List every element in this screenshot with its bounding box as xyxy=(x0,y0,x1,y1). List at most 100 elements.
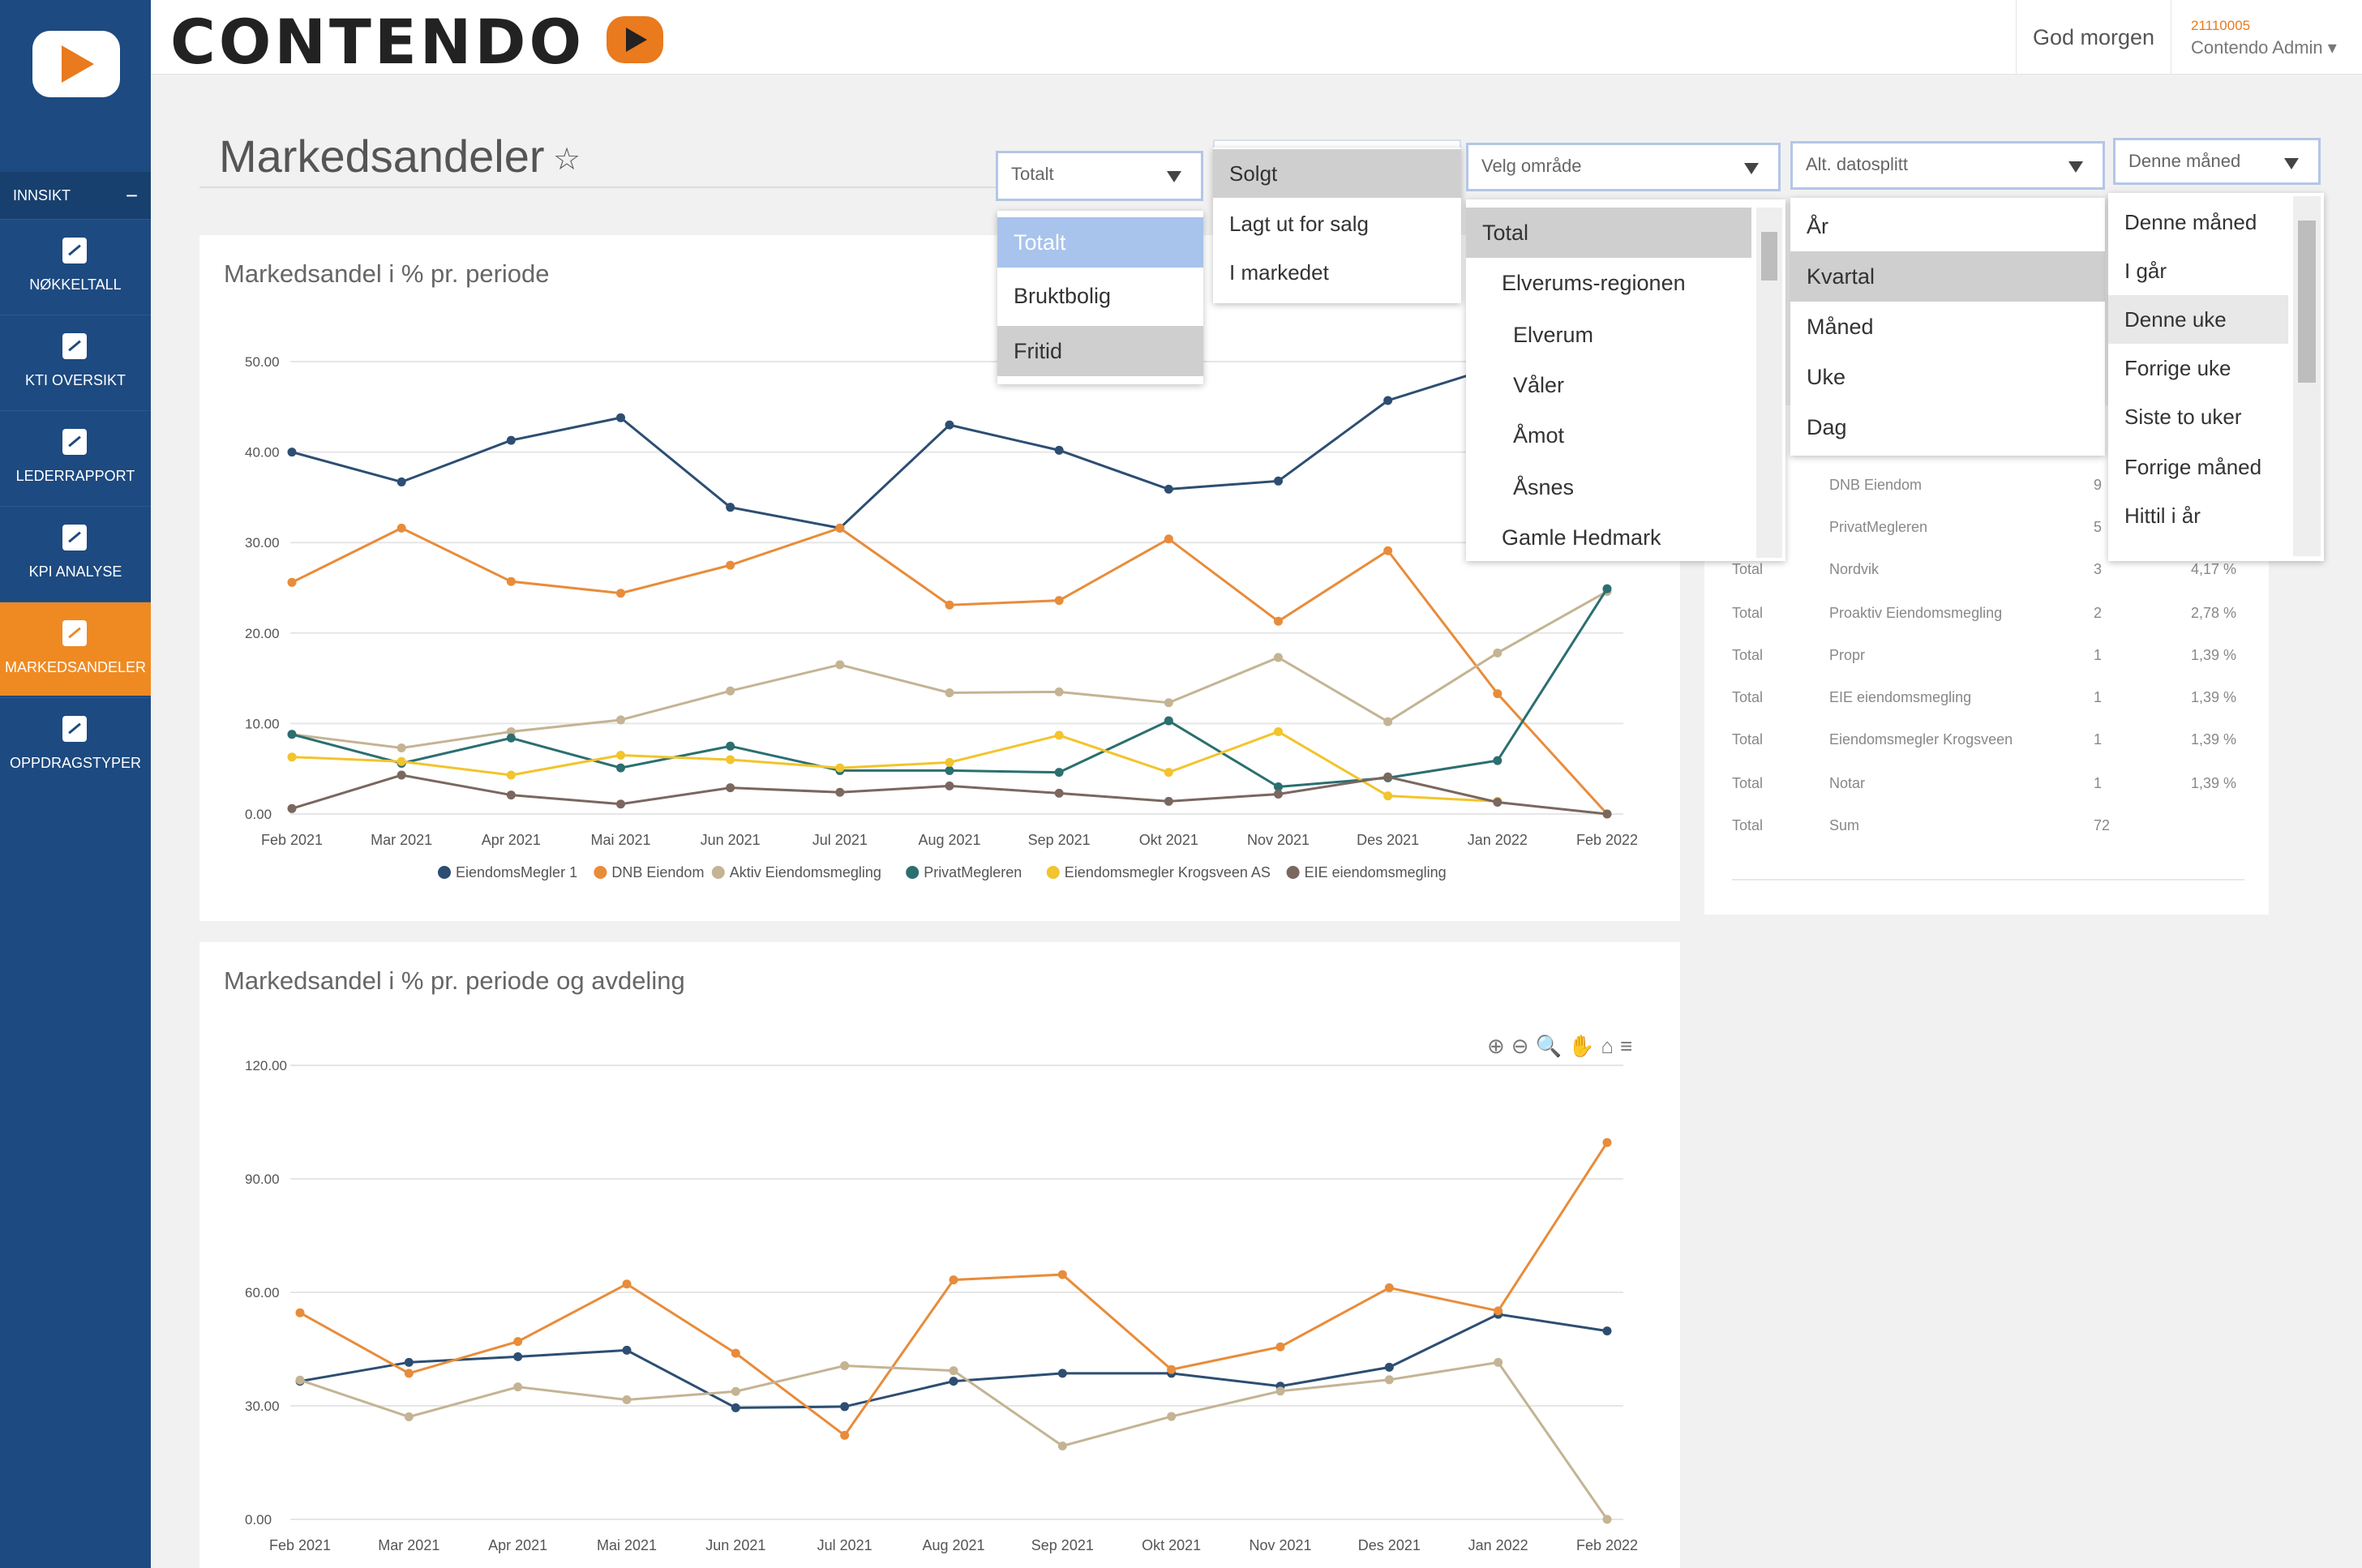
app-logo-icon[interactable] xyxy=(32,31,120,97)
data-point xyxy=(404,1357,414,1367)
chevron-down-icon xyxy=(2068,161,2083,173)
y-tick-label: 40.00 xyxy=(245,445,280,461)
favorite-star-icon[interactable]: ☆ xyxy=(553,143,581,177)
data-point xyxy=(1164,768,1173,778)
x-tick-label: Okt 2021 xyxy=(1139,832,1198,848)
status-option-lagt-ut[interactable]: Lagt ut for salg xyxy=(1229,212,1369,236)
period-option-i-gar[interactable]: I går xyxy=(2124,259,2167,283)
data-point xyxy=(1274,476,1283,486)
period-scrollbar[interactable] xyxy=(2293,196,2321,556)
sidebar-section-label: INNSIKT xyxy=(13,187,71,203)
type-option-bruktbolig[interactable]: Bruktbolig xyxy=(1014,284,1112,308)
area-option-elverum[interactable]: Elverum xyxy=(1513,323,1594,347)
table-cell-broker: DNB Eiendom xyxy=(1829,477,1923,493)
sidebar-item-markedsandeler[interactable]: MARKEDSANDELER xyxy=(0,602,151,696)
sidebar-item-nokkeltall[interactable]: NØKKELTALL xyxy=(0,219,151,313)
type-option-fritid[interactable]: Fritid xyxy=(997,326,1203,376)
data-point xyxy=(287,577,297,587)
data-point xyxy=(622,1395,632,1405)
data-point xyxy=(1384,1375,1394,1385)
x-tick-label: Nov 2021 xyxy=(1247,832,1310,848)
type-option-totalt[interactable]: Totalt xyxy=(997,217,1203,268)
y-tick-label: 60.00 xyxy=(245,1285,280,1300)
area-option-gamle-hedmark[interactable]: Gamle Hedmark xyxy=(1502,525,1661,550)
table-cell-share: 1,39 % xyxy=(2191,647,2237,663)
status-option-i-markedet[interactable]: I markedet xyxy=(1229,260,1329,285)
table-cell-count: 1 xyxy=(2094,731,2103,748)
data-point xyxy=(1274,653,1283,662)
split-option-ar[interactable]: År xyxy=(1807,214,1828,238)
data-point xyxy=(1383,791,1393,801)
area-option-amot[interactable]: Åmot xyxy=(1513,423,1565,448)
data-point xyxy=(287,730,297,739)
sidebar-section-insikt[interactable]: INNSIKT − xyxy=(0,172,151,219)
data-point xyxy=(1275,1342,1285,1352)
data-point xyxy=(1274,789,1283,799)
collapse-icon[interactable]: − xyxy=(125,183,138,208)
y-tick-label: 90.00 xyxy=(245,1172,280,1187)
period-option-forrige-uke[interactable]: Forrige uke xyxy=(2124,356,2231,380)
period-option-forrige-maned[interactable]: Forrige måned xyxy=(2124,455,2262,479)
data-point xyxy=(1493,756,1503,765)
area-scrollbar-thumb[interactable] xyxy=(1761,232,1777,281)
table-cell-broker: Eiendomsmegler Krogsveen xyxy=(1829,731,2013,748)
user-menu[interactable]: Contendo Admin ▾ xyxy=(2191,37,2337,58)
table-cell-count: 2 xyxy=(2094,605,2103,621)
status-option-solgt[interactable]: Solgt xyxy=(1213,149,1461,198)
period-option-hittil-i-ar[interactable]: Hittil i år xyxy=(2124,503,2201,528)
chevron-down-icon xyxy=(1167,171,1181,182)
series-line xyxy=(291,365,1498,529)
split-option-dag[interactable]: Dag xyxy=(1807,415,1847,439)
data-point xyxy=(397,477,406,486)
area-option-asnes[interactable]: Åsnes xyxy=(1513,475,1575,499)
x-tick-label: Feb 2022 xyxy=(1576,1537,1638,1553)
table-cell-broker: Notar xyxy=(1829,775,1866,791)
series-line xyxy=(299,1142,1609,1437)
datesplit-select[interactable]: Alt. datosplitt xyxy=(1790,141,2105,190)
sidebar-item-kti-oversikt[interactable]: KTI OVERSIKT xyxy=(0,315,151,409)
sidebar-item-kpi-analyse[interactable]: KPI ANALYSE xyxy=(0,506,151,600)
data-point xyxy=(513,1352,523,1361)
period-option-denne-maned[interactable]: Denne måned xyxy=(2124,210,2257,234)
period-scrollbar-thumb[interactable] xyxy=(2298,221,2316,383)
period-option-siste-to-uker[interactable]: Siste to uker xyxy=(2124,405,2242,429)
y-tick-label: 30.00 xyxy=(245,1399,280,1414)
period-select[interactable]: Denne måned xyxy=(2113,138,2321,185)
data-point xyxy=(731,1348,740,1358)
data-point xyxy=(835,787,845,797)
period-option-denne-uke[interactable]: Denne uke xyxy=(2108,295,2288,344)
area-option-elverums-regionen[interactable]: Elverums-regionen xyxy=(1502,271,1686,295)
x-tick-label: Sep 2021 xyxy=(1028,832,1091,848)
data-point xyxy=(1274,616,1283,626)
split-option-maned[interactable]: Måned xyxy=(1807,315,1874,339)
table-row: Total EIE eiendomsmegling 1 1,39 % xyxy=(1732,689,2251,722)
table-cell-broker: Nordvik xyxy=(1829,561,1880,577)
table-divider xyxy=(1732,879,2244,880)
sidebar-item-lederrapport[interactable]: LEDERRAPPORT xyxy=(0,410,151,504)
data-point xyxy=(287,803,297,813)
split-option-kvartal[interactable]: Kvartal xyxy=(1790,251,2105,302)
sidebar: INNSIKT − NØKKELTALL KTI OVERSIKT LEDERR… xyxy=(0,0,151,1568)
area-scrollbar[interactable] xyxy=(1756,208,1782,558)
chart-icon xyxy=(62,525,87,551)
data-point xyxy=(1384,1362,1394,1372)
data-point xyxy=(1164,698,1173,708)
chart-toolbar-zoom-pan-home-menu-icons[interactable]: ⊕⊖🔍✋⌂≡ xyxy=(1487,1034,1640,1058)
type-select[interactable]: Totalt xyxy=(996,151,1203,201)
data-point xyxy=(1057,1270,1067,1279)
table-cell-share: 4,17 % xyxy=(2191,561,2237,577)
greeting: God morgen xyxy=(2016,0,2171,75)
sidebar-item-label: KPI ANALYSE xyxy=(28,563,122,580)
chart1-svg: 0.00 10.00 20.00 30.00 40.00 50.00 Feb 2021 Mar… xyxy=(245,354,1638,880)
data-point xyxy=(506,435,516,445)
data-point xyxy=(1164,796,1173,806)
area-option-total[interactable]: Total xyxy=(1466,208,1751,258)
x-tick-label: Nov 2021 xyxy=(1249,1537,1311,1553)
data-point xyxy=(1167,1365,1177,1374)
data-point xyxy=(1494,1306,1503,1316)
sidebar-item-label: LEDERRAPPORT xyxy=(15,468,135,484)
split-option-uke[interactable]: Uke xyxy=(1807,365,1846,389)
area-option-valer[interactable]: Våler xyxy=(1513,373,1565,397)
sidebar-item-oppdragstyper[interactable]: OPPDRAGSTYPER xyxy=(0,697,151,791)
area-select[interactable]: Velg område xyxy=(1466,143,1781,191)
